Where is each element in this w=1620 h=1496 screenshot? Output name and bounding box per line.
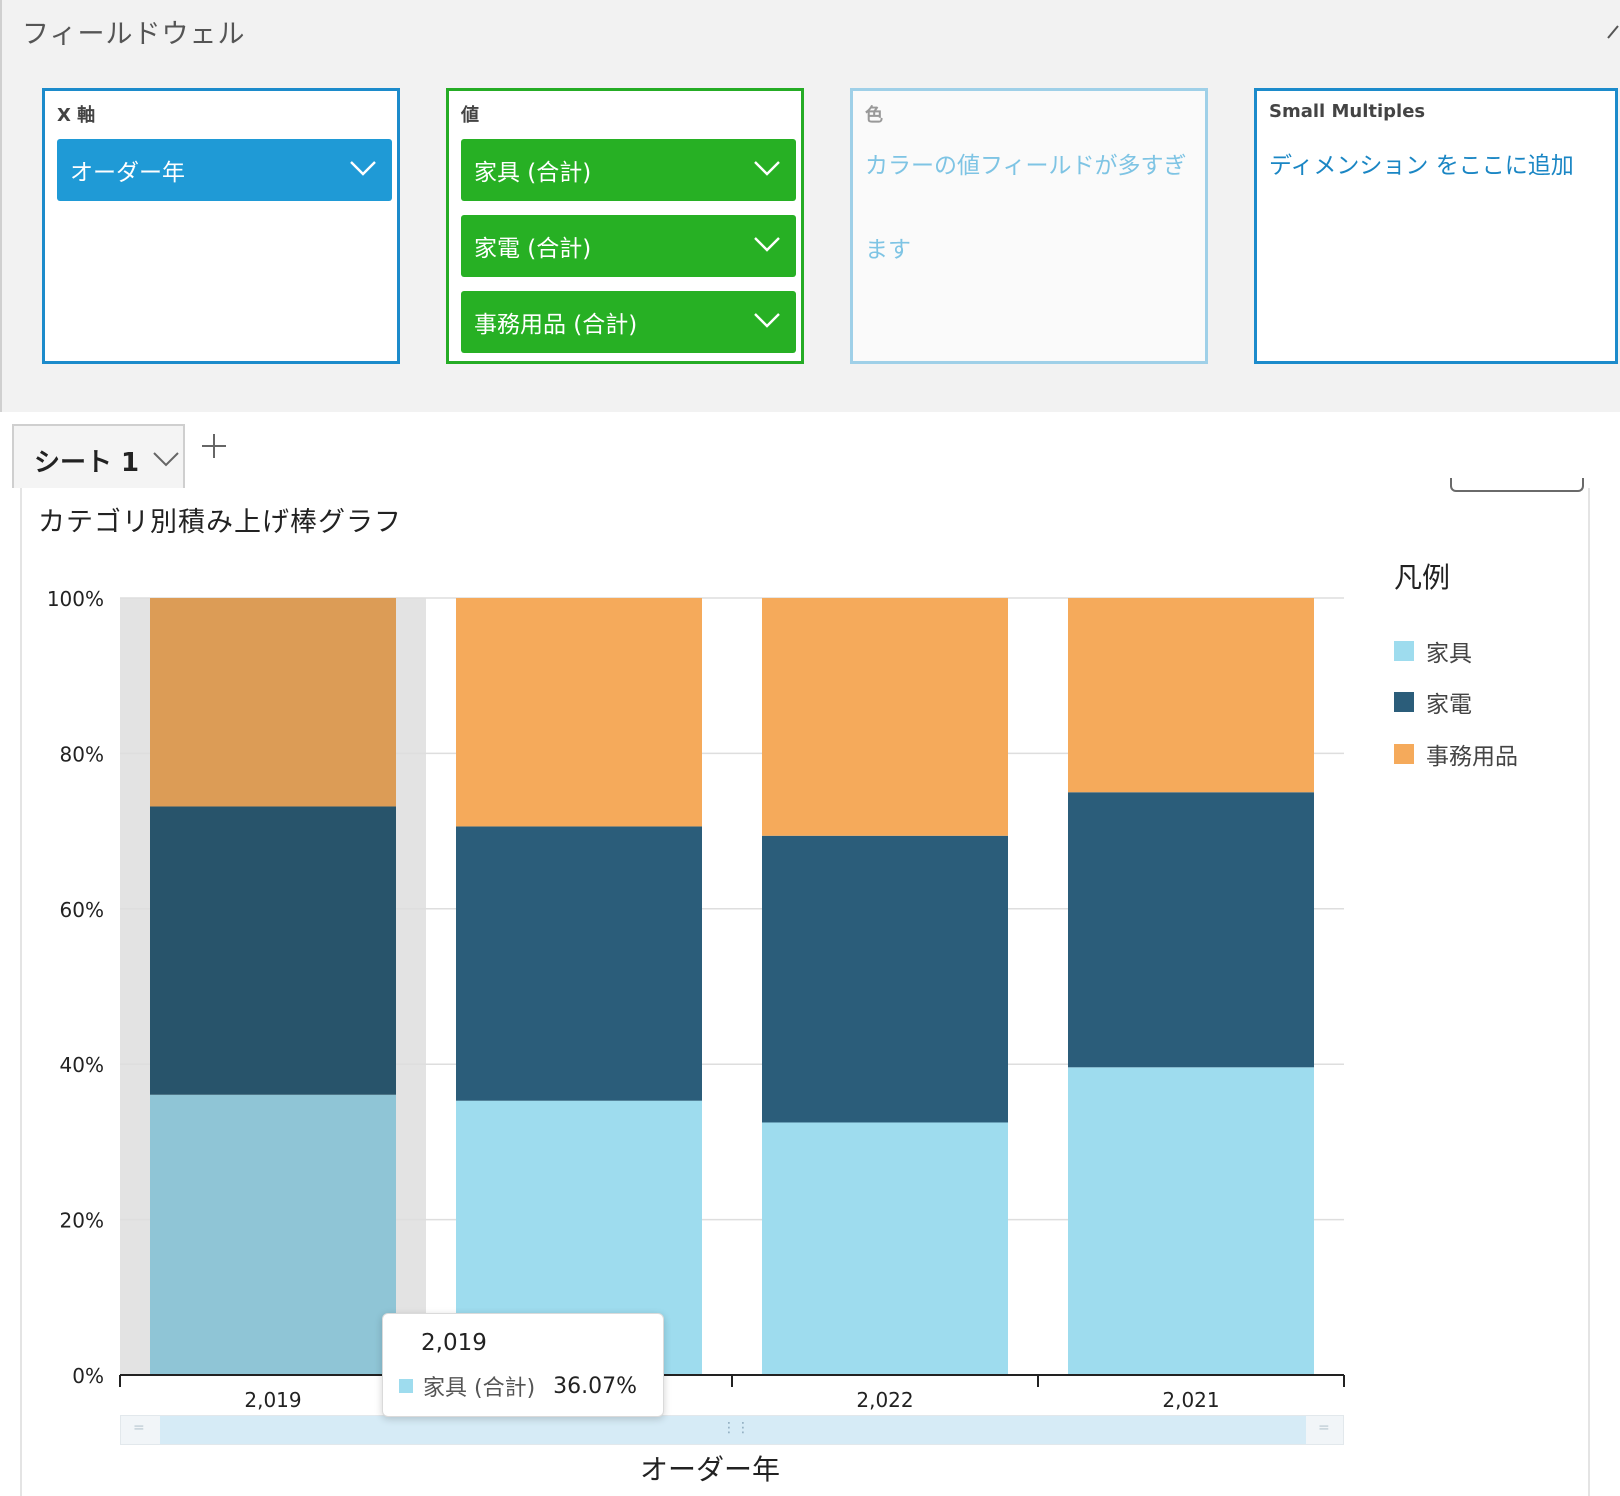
bar-segment: [1068, 792, 1314, 1068]
value-field-label: 事務用品 (合計): [474, 312, 638, 338]
x-tick-label: 2,021: [1162, 1388, 1219, 1412]
value-field-label: 家電 (合計): [474, 236, 592, 262]
sheet-tab-bar: シート 1: [0, 412, 1620, 488]
legend-swatch: [1394, 744, 1414, 764]
legend-label: 家具: [1426, 641, 1472, 667]
scrollbar-grip-icon[interactable]: ⋮⋮: [722, 1420, 750, 1436]
value-well-label: 値: [461, 105, 479, 126]
bar-segment: [150, 1094, 396, 1375]
chevron-down-icon[interactable]: [752, 153, 782, 189]
value-well[interactable]: 値 家具 (合計) 家電 (合計) 事務用品 (合計): [446, 88, 804, 364]
value-field-pill-jimu[interactable]: 事務用品 (合計): [461, 291, 796, 353]
x-axis-field-pill[interactable]: オーダー年: [57, 139, 392, 201]
bar-segment: [762, 835, 1008, 1123]
small-multiples-well[interactable]: Small Multiples ディメンション をここに追加: [1254, 88, 1618, 364]
panel-border: [0, 0, 2, 412]
tooltip-title: 2,019: [421, 1330, 487, 1356]
legend-swatch: [1394, 692, 1414, 712]
chart-title: カテゴリ別積み上げ棒グラフ: [38, 507, 402, 538]
scrollbar-right-handle-icon[interactable]: =: [1318, 1420, 1330, 1436]
value-field-pill-kagu[interactable]: 家具 (合計): [461, 139, 796, 201]
chevron-down-icon[interactable]: [348, 153, 378, 189]
bar-segment: [456, 826, 702, 1101]
legend-label: 家電: [1426, 692, 1472, 718]
value-field-pill-kaden[interactable]: 家電 (合計): [461, 215, 796, 277]
small-multiples-well-label: Small Multiples: [1269, 101, 1426, 122]
legend-item-jimu[interactable]: 事務用品: [1394, 737, 1518, 771]
color-well-label: 色: [865, 105, 883, 126]
bar-segment: [1068, 598, 1314, 793]
scrollbar-left-handle-icon[interactable]: =: [133, 1420, 145, 1436]
chevron-down-icon[interactable]: [752, 229, 782, 265]
x-axis-scrollbar-thumb[interactable]: [160, 1416, 1306, 1444]
tab-sheet-1-label: シート 1: [34, 448, 140, 478]
field-well-title: フィールドウェル: [22, 19, 246, 50]
bar-segment: [762, 1122, 1008, 1375]
chevron-down-icon[interactable]: [152, 450, 180, 472]
legend-item-kaden[interactable]: 家電: [1394, 685, 1472, 719]
value-field-label: 家具 (合計): [474, 160, 592, 186]
chart-tooltip: 2,019 家具 (合計) 36.07%: [382, 1313, 664, 1417]
tooltip-row: 家具 (合計) 36.07%: [399, 1370, 637, 1402]
collapse-icon[interactable]: [1606, 16, 1620, 47]
bar-segment: [150, 598, 396, 807]
x-axis-well-label: X 軸: [57, 105, 96, 126]
chevron-down-icon[interactable]: [752, 305, 782, 341]
small-multiples-add-hint[interactable]: ディメンション をここに追加: [1269, 153, 1574, 179]
tab-sheet-1[interactable]: シート 1: [12, 424, 185, 488]
x-axis-field-label: オーダー年: [70, 160, 185, 186]
bar-segment: [762, 598, 1008, 836]
tooltip-swatch: [399, 1379, 413, 1393]
legend-item-kagu[interactable]: 家具: [1394, 634, 1472, 668]
x-tick-label: 2,019: [244, 1388, 301, 1412]
legend-title: 凡例: [1394, 561, 1451, 594]
y-tick-label: 60%: [60, 898, 104, 922]
y-tick-label: 0%: [72, 1364, 104, 1388]
bar-segment: [1068, 1067, 1314, 1375]
y-tick-label: 80%: [60, 742, 104, 766]
bar-segment: [456, 598, 702, 827]
y-tick-label: 20%: [60, 1209, 104, 1233]
y-tick-label: 40%: [60, 1053, 104, 1077]
color-well-hint-line2: ます: [865, 237, 911, 263]
y-tick-label: 100%: [47, 587, 104, 611]
legend-label: 事務用品: [1426, 744, 1518, 770]
bar-segment: [150, 806, 396, 1095]
add-sheet-plus-icon[interactable]: [200, 432, 228, 464]
legend-swatch: [1394, 641, 1414, 661]
visual-menu-handle[interactable]: [1450, 478, 1584, 492]
x-axis-title: オーダー年: [639, 1453, 780, 1486]
tooltip-series: 家具 (合計): [423, 1376, 536, 1401]
x-axis-well[interactable]: X 軸 オーダー年: [42, 88, 400, 364]
color-well[interactable]: 色 カラーの値フィールドが多すぎ ます: [850, 88, 1208, 364]
color-well-hint-line1: カラーの値フィールドが多すぎ: [865, 153, 1187, 179]
field-well-panel: フィールドウェル X 軸 オーダー年 値 家具 (合計) 家電 (合計): [0, 0, 1620, 414]
x-tick-label: 2,022: [856, 1388, 913, 1412]
tooltip-value: 36.07%: [553, 1373, 638, 1399]
